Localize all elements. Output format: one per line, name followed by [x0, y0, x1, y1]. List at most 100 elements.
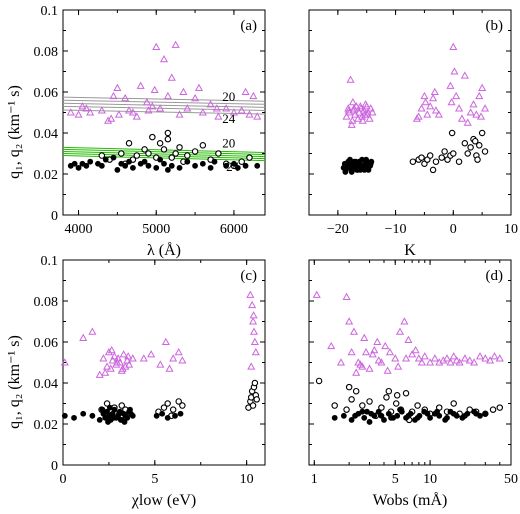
y-tick-label: 0.06: [34, 336, 59, 351]
data-point-open-circle: [359, 402, 366, 409]
data-point-filled-circle: [157, 156, 164, 163]
data-point-triangle: [366, 104, 375, 112]
data-point-filled-circle: [473, 410, 480, 417]
data-point-triangle: [417, 358, 426, 366]
data-point-filled-circle: [105, 419, 111, 425]
data-point-triangle: [411, 345, 420, 354]
data-point-open-circle: [164, 135, 172, 143]
x-tick-label: 6000: [220, 222, 248, 237]
data-point-filled-circle: [342, 169, 349, 175]
data-point-open-circle: [164, 400, 171, 407]
data-point-triangle: [78, 102, 87, 110]
data-point-open-circle: [125, 140, 133, 147]
data-point-triangle: [347, 120, 356, 128]
data-point-filled-circle: [145, 162, 152, 169]
data-point-triangle: [108, 356, 117, 364]
model-curve: [62, 105, 266, 111]
panel-label: (a): [240, 18, 257, 34]
data-point-triangle: [426, 102, 435, 110]
data-point-triangle: [104, 116, 113, 124]
data-point-triangle: [381, 341, 390, 350]
data-point-triangle: [446, 81, 455, 89]
data-point-filled-circle: [207, 164, 214, 171]
data-point-open-circle: [191, 148, 199, 155]
data-point-open-circle: [496, 404, 504, 411]
data-point-filled-circle: [153, 412, 160, 419]
data-point-filled-circle: [164, 167, 171, 173]
data-point-triangle: [349, 104, 359, 112]
data-point-filled-circle: [234, 164, 241, 171]
data-point-open-circle: [149, 133, 156, 141]
data-point-triangle: [249, 317, 258, 325]
data-point-triangle: [391, 354, 400, 362]
data-point-triangle: [455, 358, 464, 366]
data-point-triangle: [466, 108, 475, 116]
data-point-triangle: [183, 104, 192, 112]
data-point-triangle: [469, 100, 478, 108]
data-point-triangle: [470, 358, 479, 366]
data-point-triangle: [178, 356, 187, 364]
data-point-triangle: [426, 358, 435, 366]
data-point-open-circle: [345, 383, 353, 391]
data-point-filled-circle: [348, 417, 355, 423]
data-point-filled-circle: [254, 162, 261, 169]
data-point-triangle: [139, 354, 148, 362]
x-tick-label: −10: [385, 222, 407, 237]
data-point-triangle: [463, 118, 472, 126]
data-point-triangle: [156, 360, 165, 368]
data-point-triangle: [101, 368, 110, 376]
data-point-triangle: [247, 362, 256, 370]
data-point-open-circle: [164, 129, 172, 137]
data-point-triangle: [174, 348, 183, 356]
data-point-filled-circle: [340, 412, 347, 419]
data-point-open-circle: [476, 142, 483, 149]
data-point-filled-circle: [71, 414, 77, 421]
data-point-filled-circle: [116, 410, 122, 417]
y-tick-label: 0.1: [41, 4, 59, 19]
data-point-open-circle: [238, 158, 245, 165]
data-point-open-circle: [378, 404, 385, 411]
data-point-triangle: [107, 114, 116, 122]
data-point-filled-circle: [414, 414, 421, 421]
data-point-filled-circle: [364, 408, 370, 415]
data-point-open-circle: [383, 394, 390, 401]
data-point-open-circle: [133, 152, 141, 159]
data-point-open-circle: [366, 398, 373, 405]
data-point-filled-circle: [126, 158, 132, 165]
data-point-triangle: [374, 356, 383, 364]
data-point-triangle: [152, 42, 161, 50]
model-curve: [62, 96, 266, 102]
panel-label: (b): [486, 18, 504, 34]
data-point-triangle: [446, 358, 455, 366]
model-curve: [62, 99, 266, 105]
data-point-triangle: [148, 102, 157, 110]
y-tick-label: 0.02: [34, 168, 59, 183]
data-point-open-circle: [172, 150, 179, 157]
data-point-triangle: [107, 345, 116, 354]
data-point-triangle: [352, 368, 361, 376]
data-point-filled-circle: [394, 412, 401, 419]
x-tick-label: 10: [423, 472, 437, 487]
data-point-triangle: [60, 358, 69, 366]
data-point-filled-circle: [362, 162, 368, 169]
data-point-filled-circle: [357, 167, 364, 173]
curve-annotation: 20: [222, 136, 235, 151]
data-point-triangle: [442, 354, 452, 362]
data-point-filled-circle: [117, 417, 124, 423]
y-tick-label: 0: [51, 459, 58, 474]
data-point-triangle: [449, 42, 458, 50]
data-point-filled-circle: [348, 162, 355, 169]
data-point-triangle: [481, 354, 490, 362]
model-curve: [62, 102, 266, 108]
x-tick-label: 10: [504, 222, 518, 237]
y-tick-label: 0.08: [34, 295, 59, 310]
data-point-open-circle: [471, 137, 479, 145]
data-point-triangle: [412, 114, 421, 122]
data-point-open-circle: [455, 158, 463, 165]
data-point-triangle: [449, 352, 458, 360]
plot-frame: [308, 9, 512, 216]
y-tick-label: 0.06: [34, 86, 59, 101]
data-point-triangle: [347, 348, 356, 356]
data-point-triangle: [368, 350, 377, 358]
